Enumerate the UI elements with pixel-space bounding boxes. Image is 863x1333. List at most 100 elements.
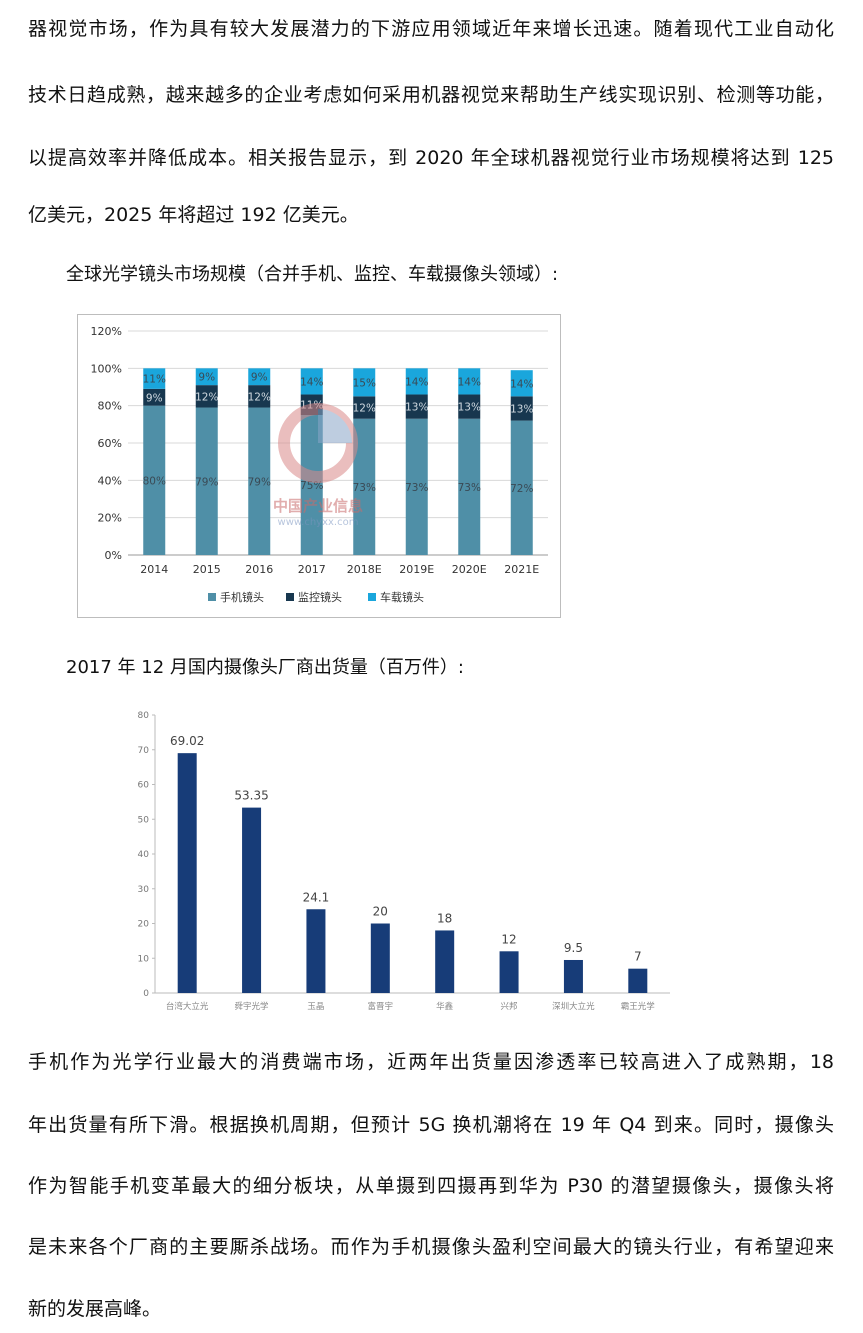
x-tick-label: 2018E bbox=[347, 563, 382, 576]
data-label: 14% bbox=[510, 378, 533, 390]
text-line: 作为智能手机变革最大的细分板块，从单摄到四摄再到华为 P30 的潜望摄像头，摄像… bbox=[28, 1175, 834, 1197]
data-label: 14% bbox=[405, 376, 428, 388]
data-label: 9.5 bbox=[564, 941, 583, 955]
x-tick-label: 舜宇光学 bbox=[235, 1001, 270, 1012]
data-label: 15% bbox=[353, 377, 376, 389]
x-tick-label: 2017 bbox=[298, 563, 326, 576]
y-tick-label: 30 bbox=[138, 885, 150, 895]
y-tick-label: 20% bbox=[98, 512, 122, 525]
bar-segment bbox=[248, 385, 271, 408]
bar-segment bbox=[143, 405, 166, 555]
bar-segment bbox=[405, 394, 428, 419]
y-tick-label: 10 bbox=[138, 954, 150, 964]
bar bbox=[306, 909, 326, 993]
y-tick-label: 40% bbox=[98, 474, 122, 487]
y-tick-label: 0% bbox=[105, 549, 122, 562]
x-tick-label: 2016 bbox=[245, 563, 273, 576]
bar-segment bbox=[405, 418, 428, 555]
data-label: 9% bbox=[146, 392, 163, 404]
data-label: 13% bbox=[458, 402, 481, 414]
watermark: 中国产业信息 www.chyxx.com bbox=[273, 403, 363, 528]
bar bbox=[563, 959, 583, 993]
y-tick-label: 0 bbox=[143, 989, 149, 999]
bar-segment bbox=[510, 396, 533, 421]
data-label: 9% bbox=[251, 372, 268, 384]
data-label: 14% bbox=[300, 376, 323, 388]
text-line: 手机作为光学行业最大的消费端市场，近两年出货量因渗透率已较高进入了成熟期，18 bbox=[28, 1051, 834, 1073]
x-tick-label: 2020E bbox=[452, 563, 487, 576]
bar-segment bbox=[300, 368, 323, 395]
data-label: 24.1 bbox=[303, 890, 330, 904]
legend-label: 监控镜头 bbox=[298, 590, 342, 604]
x-tick-label: 富晋宇 bbox=[368, 1001, 394, 1012]
y-tick-label: 50 bbox=[138, 815, 150, 825]
text-line: 技术日趋成熟，越来越多的企业考虑如何采用机器视觉来帮助生产线实现识别、检测等功能… bbox=[28, 84, 834, 106]
text-line: 新的发展高峰。 bbox=[28, 1298, 162, 1320]
data-label: 73% bbox=[458, 482, 481, 494]
y-tick-label: 80 bbox=[138, 711, 150, 721]
x-tick-label: 台湾大立光 bbox=[166, 1001, 209, 1012]
data-label: 69.02 bbox=[170, 734, 204, 748]
y-tick-label: 60 bbox=[138, 781, 150, 791]
watermark-text: 中国产业信息 bbox=[273, 497, 363, 515]
x-tick-label: 2019E bbox=[399, 563, 434, 576]
text-line: 亿美元，2025 年将超过 192 亿美元。 bbox=[28, 204, 359, 226]
y-tick-label: 120% bbox=[91, 325, 122, 338]
bar bbox=[499, 951, 519, 993]
y-tick-label: 20 bbox=[138, 920, 150, 930]
bar-segment bbox=[195, 407, 218, 555]
legend-swatch bbox=[208, 593, 216, 601]
legend-label: 手机镜头 bbox=[220, 590, 264, 604]
text-line: 器视觉市场，作为具有较大发展潜力的下游应用领域近年来增长迅速。随着现代工业自动化 bbox=[28, 18, 834, 40]
bar-segment bbox=[510, 370, 533, 397]
x-tick-label: 2014 bbox=[140, 563, 168, 576]
y-tick-label: 40 bbox=[138, 850, 150, 860]
data-label: 12% bbox=[248, 391, 271, 403]
x-tick-label: 2015 bbox=[193, 563, 221, 576]
data-label: 14% bbox=[458, 376, 481, 388]
bar-segment bbox=[458, 368, 481, 395]
data-label: 7 bbox=[634, 950, 642, 964]
data-label: 12% bbox=[353, 403, 376, 415]
y-tick-label: 100% bbox=[91, 362, 122, 375]
data-label: 13% bbox=[405, 402, 428, 414]
bar-segment bbox=[143, 388, 166, 406]
data-label: 9% bbox=[198, 372, 215, 384]
data-label: 73% bbox=[353, 482, 376, 494]
bar-segment bbox=[353, 418, 376, 555]
data-label: 73% bbox=[405, 482, 428, 494]
data-label: 20 bbox=[373, 905, 388, 919]
text-line: 年出货量有所下滑。根据换机周期，但预计 5G 换机潮将在 19 年 Q4 到来。… bbox=[28, 1114, 834, 1136]
y-tick-label: 70 bbox=[138, 746, 150, 756]
data-label: 53.35 bbox=[234, 789, 268, 803]
data-label: 72% bbox=[510, 483, 533, 495]
y-tick-label: 80% bbox=[98, 400, 122, 413]
text-line: 是未来各个厂商的主要厮杀战场。而作为手机摄像头盈利空间最大的镜头行业，有希望迎来 bbox=[28, 1236, 834, 1258]
x-tick-label: 玉晶 bbox=[307, 1002, 324, 1012]
bar-segment bbox=[510, 420, 533, 555]
x-tick-label: 深圳大立光 bbox=[552, 1001, 595, 1012]
bar bbox=[242, 807, 262, 993]
data-label: 18 bbox=[437, 911, 452, 925]
bar-segment bbox=[195, 368, 218, 386]
bar-segment bbox=[300, 415, 323, 555]
bar bbox=[628, 968, 648, 993]
data-label: 75% bbox=[300, 480, 323, 492]
bar-segment bbox=[195, 385, 218, 408]
y-tick-label: 60% bbox=[98, 437, 122, 450]
watermark-logo-icon bbox=[318, 409, 352, 443]
bar-segment bbox=[353, 368, 376, 397]
x-tick-label: 华鑫 bbox=[436, 1001, 454, 1012]
bar-segment bbox=[248, 368, 271, 386]
bar-chart-caption: 2017 年 12 月国内摄像头厂商出货量（百万件）: bbox=[66, 657, 464, 678]
x-tick-label: 兴邦 bbox=[501, 1001, 519, 1012]
bar bbox=[370, 923, 390, 993]
data-label: 79% bbox=[195, 476, 218, 488]
legend-label: 车载镜头 bbox=[380, 590, 424, 604]
bar bbox=[177, 753, 197, 993]
legend-swatch bbox=[286, 593, 294, 601]
camera-shipment-chart: 0 10 20 30 40 50 60 70 80 69.02 台湾大立光 53.35 舜宇光学 24.1… bbox=[120, 700, 680, 1025]
bar-segment bbox=[353, 396, 376, 419]
bar-segment bbox=[405, 368, 428, 395]
text-line: 以提高效率并降低成本。相关报告显示，到 2020 年全球机器视觉行业市场规模将达… bbox=[28, 147, 834, 169]
